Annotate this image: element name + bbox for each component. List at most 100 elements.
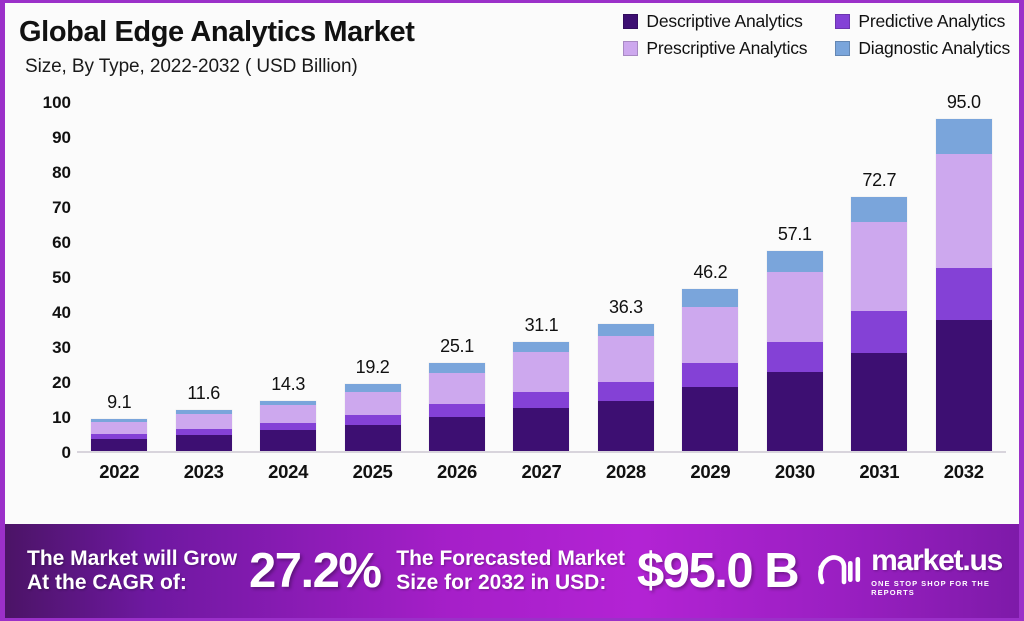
bar-segment-0 [682, 387, 739, 451]
bar-stack [935, 118, 992, 451]
bar-segment-3 [682, 289, 739, 307]
bar-total-label: 9.1 [107, 392, 132, 413]
bar-total-label: 95.0 [946, 91, 981, 112]
legend-item-0[interactable]: Descriptive Analytics [623, 11, 807, 32]
bar-segment-3 [344, 383, 401, 392]
y-axis-tick-50: 50 [52, 268, 71, 287]
forecast-value: $95.0 B [637, 544, 800, 598]
cagr-value: 27.2% [249, 544, 382, 598]
bar-stack [513, 342, 570, 451]
y-axis-tick-100: 100 [42, 93, 71, 112]
x-axis-label-2031: 2031 [859, 461, 900, 482]
y-axis-tick-80: 80 [52, 163, 71, 182]
bar-segment-2 [260, 405, 317, 423]
cagr-caption-line2: At the CAGR of: [27, 571, 187, 594]
bar-column-2024[interactable]: 14.3 [246, 103, 330, 451]
bar-segment-1 [260, 422, 317, 431]
bar-segment-2 [91, 422, 148, 435]
bar-segment-1 [766, 342, 823, 373]
chart-legend: Descriptive Analytics Predictive Analytic… [623, 11, 1010, 59]
page-title: Global Edge Analytics Market [19, 16, 415, 48]
y-axis-tick-30: 30 [52, 338, 71, 357]
plot-wrapper: 0 10 20 30 40 50 60 70 80 90 100 9.1 11.6 14.3 19.2 25… [5, 92, 1019, 515]
brand-logo[interactable]: market.us ONE STOP SHOP FOR THE REPORTS [818, 543, 1010, 597]
bar-segment-1 [935, 267, 992, 320]
x-axis-label-2022: 2022 [99, 461, 140, 482]
bar-segment-3 [597, 323, 654, 336]
bar-segment-0 [766, 372, 823, 451]
axis-baseline [77, 451, 1006, 453]
bar-segment-0 [260, 430, 317, 451]
bar-column-2032[interactable]: 95.0 [922, 92, 1006, 451]
bar-segment-2 [175, 413, 232, 429]
bar-column-2026[interactable]: 25.1 [415, 103, 499, 451]
plot-area: 9.1 11.6 14.3 19.2 25.1 31.1 36.3 46.2 57.1 72.7 9… [77, 92, 1006, 453]
brand-name: market.us [871, 543, 1003, 577]
y-axis-tick-90: 90 [52, 128, 71, 147]
bar-column-2025[interactable]: 19.2 [330, 103, 414, 451]
bar-stack [682, 289, 739, 451]
bar-segment-1 [429, 403, 486, 417]
bar-stack [91, 419, 148, 451]
bar-segment-0 [851, 352, 908, 451]
bar-stack [175, 410, 232, 451]
legend-swatch-icon [623, 14, 639, 29]
bar-stack [851, 196, 908, 451]
y-axis-tick-10: 10 [52, 408, 71, 427]
bar-total-label: 25.1 [440, 336, 474, 357]
legend-swatch-icon [835, 41, 851, 56]
y-axis-tick-60: 60 [52, 233, 71, 252]
bar-segment-3 [766, 251, 823, 273]
y-axis: 0 10 20 30 40 50 60 70 80 90 100 [23, 93, 71, 462]
bar-segment-1 [344, 414, 401, 425]
bar-column-2031[interactable]: 72.7 [837, 103, 921, 451]
bar-column-2027[interactable]: 31.1 [499, 103, 583, 451]
bar-total-label: 19.2 [355, 356, 390, 377]
bar-segment-1 [513, 392, 570, 409]
bar-segment-3 [175, 410, 232, 414]
chart-header: Global Edge Analytics Market Size, By Ty… [5, 3, 1019, 95]
bar-segment-1 [597, 382, 654, 402]
x-axis-label-2032: 2032 [943, 461, 984, 482]
bar-segment-2 [935, 154, 992, 268]
legend-item-2[interactable]: Prescriptive Analytics [623, 38, 808, 59]
market-us-logo-icon [818, 553, 862, 590]
bar-column-2029[interactable]: 46.2 [668, 103, 752, 451]
bar-column-2028[interactable]: 36.3 [584, 103, 668, 451]
bar-segment-3 [91, 419, 148, 423]
bar-segment-0 [344, 424, 401, 451]
bar-total-label: 31.1 [524, 315, 559, 336]
forecast-caption-line1: The Forecasted Market [396, 547, 626, 571]
bar-segment-1 [91, 434, 148, 440]
bar-column-2022[interactable]: 9.1 [77, 103, 161, 451]
y-axis-tick-20: 20 [52, 373, 71, 392]
bar-segment-3 [513, 342, 570, 353]
bar-segment-3 [429, 363, 486, 373]
bar-segment-2 [344, 391, 401, 415]
bar-segment-0 [513, 408, 570, 451]
legend-item-3[interactable]: Diagnostic Analytics [835, 38, 1010, 59]
x-axis: 2022 2023 2024 2025 2026 2027 2028 2029 2030 2031… [77, 461, 1006, 495]
bar-column-2030[interactable]: 57.1 [753, 103, 837, 451]
title-block: Global Edge Analytics Market Size, By Ty… [19, 16, 415, 78]
bar-column-2023[interactable]: 11.6 [161, 103, 245, 451]
legend-item-label: Descriptive Analytics [646, 11, 803, 31]
legend-item-label: Predictive Analytics [858, 11, 1006, 31]
legend-swatch-icon [623, 41, 639, 56]
legend-item-1[interactable]: Predictive Analytics [835, 11, 1010, 32]
bar-segment-0 [597, 401, 654, 451]
bar-segment-3 [260, 401, 317, 406]
bar-segment-0 [935, 319, 992, 451]
x-axis-label-2026: 2026 [437, 461, 478, 482]
bar-stack [260, 401, 317, 451]
bar-segment-3 [851, 196, 908, 222]
x-axis-label-2030: 2030 [774, 461, 815, 482]
bar-segment-2 [766, 272, 823, 343]
x-axis-label-2023: 2023 [183, 461, 224, 482]
cagr-caption: The Market will Grow At the CAGR of: [27, 547, 237, 594]
bar-segment-0 [175, 434, 232, 451]
footer-banner: The Market will Grow At the CAGR of: 27.… [5, 524, 1019, 618]
bar-total-label: 57.1 [777, 224, 812, 245]
chart-subtitle: Size, By Type, 2022-2032 ( USD Billion) [25, 56, 358, 78]
